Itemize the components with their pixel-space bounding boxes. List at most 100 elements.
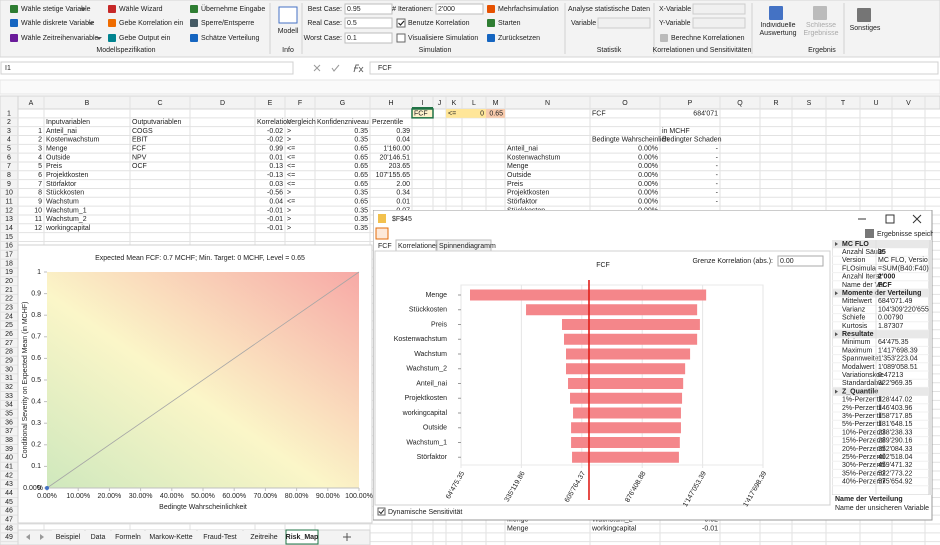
sheet-tab[interactable] — [86, 530, 110, 544]
row-header[interactable]: 3 — [7, 128, 11, 135]
row-header[interactable]: 27 — [5, 340, 13, 347]
cell-text[interactable]: Störfaktor — [46, 181, 77, 188]
threshold-input[interactable] — [777, 255, 824, 267]
sheet-tab-label[interactable]: Fraud-Test — [203, 534, 237, 541]
sheet-tab-label[interactable]: Beispiel — [56, 534, 81, 541]
cell-text[interactable]: in MCHF — [662, 128, 690, 135]
sheet-tab[interactable] — [244, 530, 284, 544]
row-header[interactable]: 42 — [5, 472, 13, 479]
ribbon-button[interactable]: Modell — [278, 28, 299, 35]
cell-text[interactable]: <= — [287, 154, 295, 161]
ribbon-button[interactable]: Schliesse Ergebnisse — [803, 22, 839, 37]
cell-text[interactable]: -0.01 — [702, 525, 718, 532]
sheet-tab-label[interactable]: Zeitreihe — [250, 534, 277, 541]
cell-text[interactable]: 107'155.65 — [376, 172, 411, 179]
cell-text[interactable]: 6 — [38, 172, 42, 179]
column-header[interactable]: H — [388, 100, 393, 107]
cell-text[interactable]: 3 — [38, 146, 42, 153]
cell-text[interactable]: 684'071 — [693, 110, 718, 117]
row-header[interactable]: 48 — [5, 525, 13, 532]
cell-text[interactable]: Outside — [46, 154, 70, 161]
cell-text[interactable]: Vergleich — [287, 119, 316, 126]
cell-text[interactable]: - — [716, 154, 719, 161]
cell-text[interactable]: 12 — [34, 225, 42, 232]
row-header[interactable]: 4 — [7, 137, 11, 144]
row-header[interactable]: 36 — [5, 419, 13, 426]
row-header[interactable]: 33 — [5, 393, 13, 400]
cell-text[interactable]: 11 — [35, 216, 42, 223]
checkbox[interactable] — [396, 33, 406, 43]
expander[interactable] — [835, 291, 838, 296]
ribbon-button[interactable]: Berechne Korrelationen — [671, 35, 745, 42]
row-header[interactable]: 1 — [7, 110, 11, 117]
row-header[interactable]: 17 — [5, 252, 13, 259]
column-header[interactable]: I — [422, 100, 424, 107]
cell-text[interactable]: Bedingter Schaden — [662, 137, 722, 144]
row-header[interactable]: 39 — [5, 446, 13, 453]
cell-text[interactable]: Korrelation — [257, 119, 291, 126]
cell-text[interactable]: 0.35 — [354, 225, 368, 232]
sheet-tab[interactable] — [112, 530, 144, 544]
cell-text[interactable]: 0.01 — [269, 154, 283, 161]
cell-text[interactable]: > — [287, 216, 291, 223]
column-header[interactable]: S — [807, 100, 812, 107]
ribbon-button[interactable]: Mehrfachsimulation — [498, 6, 559, 13]
column-header[interactable]: V — [906, 100, 911, 107]
cell-text[interactable]: NPV — [132, 154, 147, 161]
row-header[interactable]: 18 — [5, 260, 13, 267]
cell-text[interactable]: <= — [287, 163, 295, 170]
ribbon-button[interactable]: Sperre/Entsperre — [201, 20, 254, 27]
dropdown[interactable] — [597, 17, 651, 29]
row-header[interactable]: 9 — [7, 181, 11, 188]
cell-text[interactable]: Anteil_nai — [46, 128, 77, 135]
cell-text[interactable]: Wachstum — [46, 199, 79, 206]
row-header[interactable]: 10 — [5, 190, 13, 197]
cell-text[interactable]: 10 — [34, 207, 42, 214]
cell-text[interactable]: 0.65 — [354, 181, 368, 188]
cell-text[interactable]: Perzentile — [372, 119, 403, 126]
cell-text[interactable]: -0.01 — [267, 207, 283, 214]
row-header[interactable]: 20 — [5, 278, 13, 285]
formula-text[interactable]: FCF — [378, 65, 392, 72]
column-header[interactable]: B — [85, 100, 90, 107]
sheet-tab-label[interactable]: Data — [91, 534, 106, 541]
column-header[interactable]: A — [29, 100, 34, 107]
row-header[interactable]: 23 — [5, 305, 13, 312]
column-header[interactable]: M — [493, 100, 499, 107]
cell-text[interactable]: -0.01 — [267, 216, 283, 223]
column-header[interactable]: P — [688, 100, 693, 107]
row-header[interactable]: 19 — [5, 269, 13, 276]
ribbon-button[interactable]: Individuelle Auswertung — [759, 22, 797, 37]
cell-text[interactable]: 0.00% — [638, 154, 658, 161]
cell-text[interactable]: - — [716, 172, 719, 179]
cell-text[interactable]: 0.99 — [269, 146, 283, 153]
checkbox[interactable] — [377, 507, 386, 516]
cell-text[interactable]: 0.35 — [354, 128, 368, 135]
input-value[interactable]: 0.5 — [347, 20, 357, 27]
row-header[interactable]: 14 — [5, 225, 13, 232]
expander[interactable] — [835, 389, 838, 394]
cell-text[interactable]: Outputvariablen — [132, 119, 182, 126]
input-box[interactable] — [344, 32, 393, 44]
cell-text[interactable]: - — [716, 190, 719, 197]
checkbox[interactable] — [396, 18, 406, 28]
row-header[interactable]: 11 — [5, 199, 12, 206]
cell-text[interactable]: COGS — [132, 128, 153, 135]
cell-text[interactable]: 9 — [38, 199, 42, 206]
cell-text[interactable]: 0.35 — [354, 216, 368, 223]
column-header[interactable]: E — [268, 100, 273, 107]
column-header[interactable]: T — [841, 100, 846, 107]
cell-text[interactable]: <= — [287, 172, 295, 179]
ribbon-button[interactable]: Sonstiges — [850, 25, 881, 32]
cell-text[interactable]: Wachstum_1 — [46, 207, 87, 214]
cell-text[interactable]: > — [287, 128, 291, 135]
cell-text[interactable]: Preis — [507, 181, 523, 188]
input-value[interactable]: 2'000 — [438, 6, 455, 13]
row-header[interactable]: 6 — [7, 154, 11, 161]
cell-text[interactable]: 0.35 — [354, 190, 368, 197]
cell-text[interactable]: 0.04 — [269, 199, 283, 206]
expander[interactable] — [835, 332, 838, 337]
ribbon-button[interactable]: Wähle Wizard — [119, 6, 163, 13]
cell-text[interactable]: Wachstum_2 — [46, 216, 87, 223]
ribbon-button[interactable]: Wähle diskrete Variable — [21, 20, 95, 27]
